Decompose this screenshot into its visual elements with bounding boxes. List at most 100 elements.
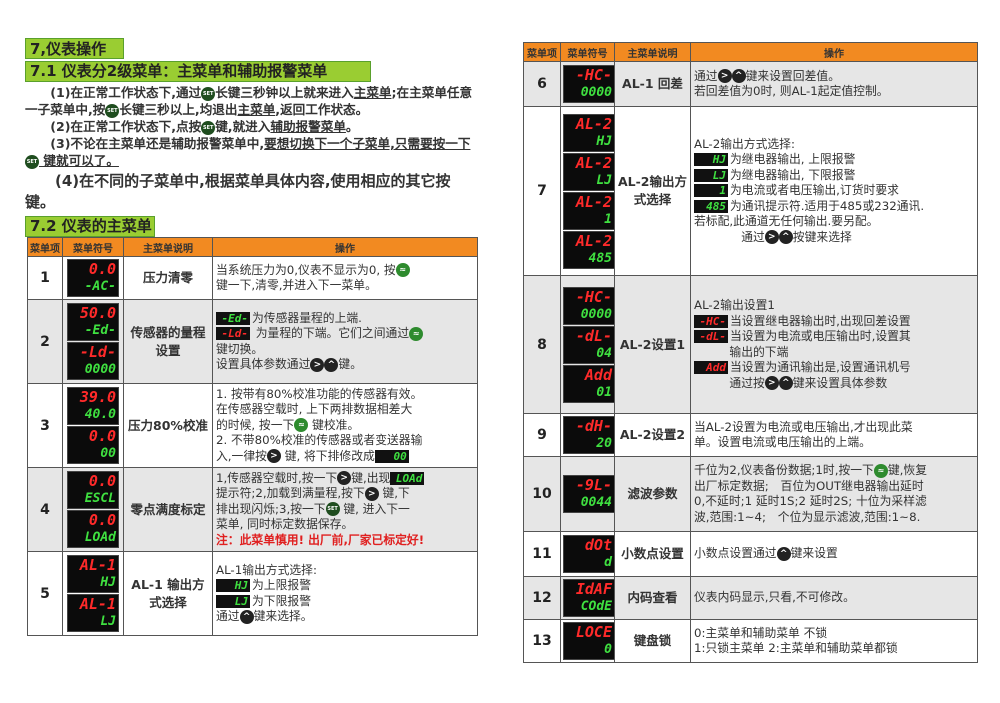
text: 为继电器输出, 下限报警 bbox=[730, 167, 856, 182]
text: (2)在正常工作状态下,点按 bbox=[50, 119, 202, 134]
text: 键,下 bbox=[378, 486, 410, 501]
operation-line: 键一下,清零,并进入下一菜单。 bbox=[216, 278, 474, 294]
col-header-item: 菜单项 bbox=[523, 42, 561, 62]
text: 为下限报警 bbox=[252, 593, 311, 608]
operation-line: 菜单, 同时标定数据保存。 bbox=[216, 517, 474, 533]
text: 若回差值为0时, 则AL-1起定值控制。 bbox=[694, 84, 889, 98]
text: 键, 将下排修改成 bbox=[280, 448, 375, 463]
menu-symbol-cell: 39.0 40.0 0.0 00 bbox=[62, 383, 124, 468]
text: 的时候, 按一下 bbox=[216, 417, 295, 432]
menu-item-number: 12 bbox=[523, 576, 561, 620]
led-display: IdAF COdE bbox=[563, 579, 615, 617]
led-code: 485 bbox=[694, 199, 728, 213]
col-header-desc: 主菜单说明 bbox=[123, 237, 213, 257]
text: 键切换。 bbox=[216, 341, 264, 356]
led-display-bottom: 0000 bbox=[580, 85, 612, 100]
text: 长键三秒钟以上就来进入 bbox=[215, 85, 354, 100]
up-key-icon: ^ bbox=[778, 230, 793, 245]
menu-description: 压力清零 bbox=[123, 256, 213, 300]
led-display-bottom: 00 bbox=[100, 446, 116, 461]
led-display: Add 01 bbox=[563, 364, 615, 403]
operation-cell: 当AL-2设置为电流或电压输出,才出现此菜 单。设置电流或电压输出的上端。 bbox=[690, 413, 978, 457]
led-display: dOt d bbox=[563, 535, 615, 573]
text: 2. 不带80%校准的传感器或者变送器输 bbox=[216, 433, 423, 448]
led-code: 1 bbox=[694, 184, 728, 198]
menu-description: 零点满度标定 bbox=[123, 467, 213, 552]
text: ;在主菜单任意一子菜单中,按 bbox=[25, 85, 473, 117]
led-display-top: -HC- bbox=[575, 287, 612, 306]
operation-line: 输出的下端 bbox=[694, 345, 974, 361]
led-display: -Ld- 0000 bbox=[67, 342, 119, 380]
operation-cell: 通过 > ^ 键来设置回差值。 若回差值为0时, 则AL-1起定值控制。 bbox=[690, 61, 978, 107]
led-code: LJ bbox=[216, 594, 250, 608]
main-menu-table-left: 菜单项 菜单符号 主菜单说明 操作 1 0.0 -AC- 压力清零 当系统压力为0,仪表… bbox=[27, 237, 478, 636]
led-display-bottom: LJ bbox=[100, 614, 116, 629]
led-display-top: IdAF bbox=[575, 580, 612, 598]
led-code: -Ed- bbox=[216, 311, 250, 325]
text: 键校准。 bbox=[308, 417, 360, 432]
led-display-top: -dH- bbox=[575, 417, 612, 435]
operation-cell: AL-2输出方式选择: HJ 为继电器输出, 上限报警 LJ 为继电器输出, 下限报警 1… bbox=[690, 106, 978, 276]
menu-symbol-cell: 0.0 -AC- bbox=[62, 256, 124, 300]
led-display-bottom: 40.0 bbox=[84, 407, 116, 422]
scroll-key-icon: ≈ bbox=[294, 418, 309, 433]
led-display-top: -dL- bbox=[575, 326, 612, 345]
text: 键来设置回差值。 bbox=[745, 68, 840, 83]
right-key-icon: > bbox=[717, 69, 732, 83]
operation-line: AL-2输出设置1 bbox=[694, 298, 974, 314]
table-row: 1 0.0 -AC- 压力清零 当系统压力为0,仪表不显示为0, 按 ≈ 键一下,清零,并进… bbox=[27, 256, 478, 300]
led-code: LJ bbox=[694, 168, 728, 182]
text: 键一下,清零,并进入下一菜单。 bbox=[216, 278, 377, 292]
led-code: -Ld- bbox=[216, 327, 250, 340]
menu-item-number: 11 bbox=[523, 531, 561, 577]
operation-line: 键切换。 bbox=[216, 342, 474, 358]
operation-line: 通过 ^ 键来选择。 bbox=[216, 609, 474, 625]
led-display: 50.0 -Ed- bbox=[67, 303, 119, 341]
text: 排出现闪烁;3,按一下 bbox=[216, 501, 326, 516]
text: 为上限报警 bbox=[252, 578, 311, 592]
text: 。 bbox=[345, 119, 359, 134]
text: 键。 bbox=[338, 357, 362, 371]
operation-line: 排出现闪烁;3,按一下 SET 键, 进入下一 bbox=[216, 502, 474, 518]
intro-paragraphs: (1)在正常工作状态下,通过 SET 长键三秒钟以上就来进入主菜单;在主菜单任意一子… bbox=[25, 84, 480, 213]
operation-line: Add 当设置为通讯输出是,设置通讯机号 bbox=[694, 360, 974, 376]
col-header-symbol: 菜单符号 bbox=[62, 237, 124, 257]
operation-line: AL-1输出方式选择: bbox=[216, 563, 474, 579]
up-key-icon: ^ bbox=[776, 546, 791, 561]
right-key-icon: > bbox=[266, 449, 281, 464]
left-column: 7,仪表操作 7.1 仪表分2级菜单：主菜单和辅助报警菜单 (1)在正常工作状态… bbox=[25, 38, 480, 636]
text: 1:只锁主菜单 2:主菜单和辅助菜单都锁 bbox=[694, 641, 898, 655]
col-header-item: 菜单项 bbox=[27, 237, 63, 257]
text: 1,传感器空载时,按一下 bbox=[216, 470, 338, 485]
led-display: AL-2 LJ bbox=[563, 152, 615, 191]
right-key-icon: > bbox=[764, 230, 779, 245]
led-code: HJ bbox=[216, 579, 250, 592]
led-display-bottom: LOAd bbox=[84, 530, 116, 545]
menu-description: AL-2设置2 bbox=[614, 413, 691, 457]
text: 为传感器量程的上端. bbox=[252, 310, 362, 325]
menu-description: 压力80%校准 bbox=[123, 383, 213, 468]
set-key-icon: SET bbox=[325, 502, 340, 517]
operation-line: 485 为通讯提示符.适用于485或232通讯. bbox=[694, 199, 974, 215]
led-display-top: AL-1 bbox=[79, 595, 116, 613]
led-display-top: 0.0 bbox=[88, 472, 116, 490]
text: 小数点设置通过 bbox=[694, 546, 777, 561]
led-display: -dH- 20 bbox=[563, 416, 615, 454]
set-key-icon: SET bbox=[201, 86, 216, 101]
operation-line: HJ 为上限报警 bbox=[216, 578, 474, 594]
led-display: 39.0 40.0 bbox=[67, 387, 119, 425]
up-key-icon: ^ bbox=[778, 376, 793, 390]
led-display: AL-2 1 bbox=[563, 191, 615, 230]
menu-symbol-cell: AL-2 HJ AL-2 LJ AL-2 1 AL-2 485 bbox=[560, 106, 615, 276]
led-display-top: AL-2 bbox=[575, 231, 612, 250]
led-code: -HC- bbox=[694, 314, 728, 328]
led-display: AL-2 HJ bbox=[563, 113, 615, 152]
operation-cell: 当系统压力为0,仪表不显示为0, 按 ≈ 键一下,清零,并进入下一菜单。 bbox=[212, 256, 478, 300]
table-row: 13 LOCE 0 键盘锁 0:主菜单和辅助菜单 不锁 1:只锁主菜单 2:主菜单和辅助菜… bbox=[523, 619, 978, 663]
text: 为电流或者电压输出,订货时要求 bbox=[730, 183, 899, 198]
menu-description: 内码查看 bbox=[614, 576, 691, 620]
led-display-top: 39.0 bbox=[79, 388, 116, 406]
text: 0:主菜单和辅助菜单 不锁 bbox=[694, 625, 828, 640]
menu-description: 键盘锁 bbox=[614, 619, 691, 663]
operation-line: 当AL-2设置为电流或电压输出,才出现此菜 bbox=[694, 420, 974, 436]
